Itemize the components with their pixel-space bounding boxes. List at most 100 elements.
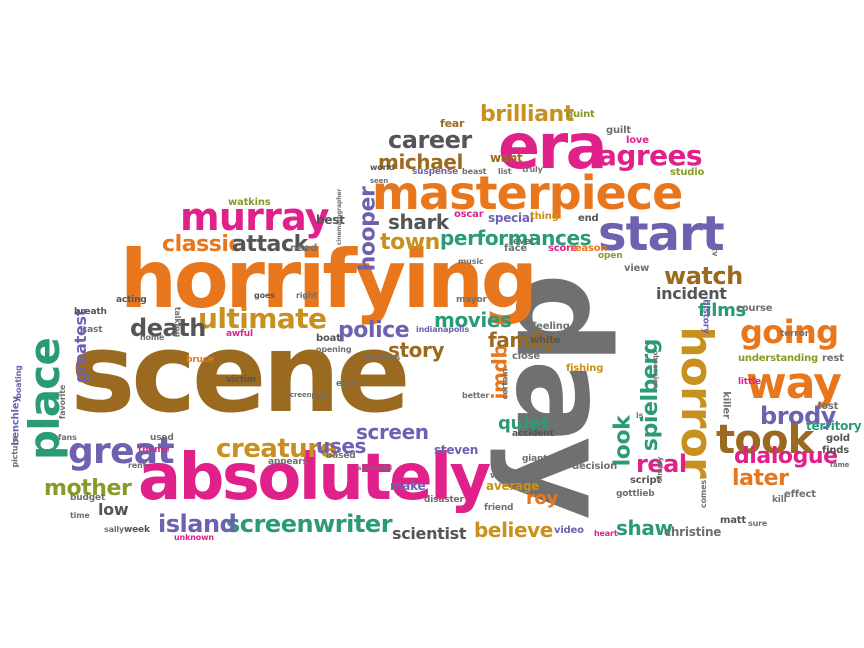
word-music: music	[458, 257, 484, 266]
word-certain: certain	[500, 368, 510, 400]
word-simply: simply	[656, 457, 664, 482]
word-based: based	[326, 451, 356, 461]
word-shark: shark	[388, 210, 449, 234]
word-christine: christine	[664, 525, 722, 539]
word-list: list	[498, 167, 512, 176]
word-killer: killer	[720, 391, 732, 419]
word-dialogue: dialogue	[734, 444, 838, 469]
word-way: way	[746, 358, 842, 409]
word-cinematographer: cinematographer	[336, 188, 344, 246]
word-shaw: shaw	[616, 516, 673, 540]
word-films: films	[698, 300, 746, 321]
word-successful: successful	[358, 465, 392, 472]
word-acting: acting	[116, 295, 147, 305]
word-later: later	[732, 466, 789, 491]
word-career: career	[388, 126, 472, 154]
word-view: view	[624, 263, 650, 274]
word-make: make	[390, 479, 426, 493]
word-hooper: hooper	[355, 186, 381, 272]
word-took: took	[716, 417, 814, 463]
word-breath: breath	[74, 307, 107, 317]
word-attack: attack	[232, 232, 308, 257]
word-scientist: scientist	[392, 524, 467, 543]
word-indianapolis: indianapolis	[416, 325, 469, 334]
word-comes: comes	[698, 480, 708, 508]
word-mother: mother	[44, 476, 132, 501]
word-white: white	[530, 335, 561, 346]
word-course: course	[736, 303, 773, 314]
word-budget: budget	[70, 493, 106, 503]
word-scene: scene	[70, 309, 411, 437]
word-average: average	[486, 479, 540, 493]
word-gottlieb: gottlieb	[616, 489, 655, 499]
word-picture: picture	[10, 436, 20, 468]
word-close: close	[512, 351, 540, 362]
word-home: home	[140, 333, 165, 342]
word-island: island	[158, 510, 237, 538]
word-thing: thing	[530, 211, 559, 222]
word-police: police	[338, 318, 410, 343]
word-era: era	[498, 110, 608, 183]
word-kill: kill	[772, 495, 787, 505]
word-suspense: suspense	[412, 167, 459, 177]
word-oscar: oscar	[454, 209, 484, 220]
word-quiet: quiet	[498, 413, 549, 434]
word-unknown: unknown	[174, 533, 214, 542]
word-uses: uses	[316, 434, 367, 458]
word-right: right	[296, 291, 318, 300]
word-beast: beast	[462, 167, 487, 176]
word-accident: accident	[512, 429, 554, 439]
word-time: time	[70, 511, 90, 520]
word-studio: studio	[670, 167, 705, 178]
word-is: is	[636, 411, 644, 420]
word-screenwriter: screenwriter	[226, 510, 393, 538]
word-low: low	[98, 500, 129, 519]
word-real: real	[636, 450, 687, 478]
word-agrees: agrees	[598, 139, 703, 172]
word-horrifying: horrifying	[120, 233, 538, 326]
word-want: want	[490, 151, 523, 165]
word-talking: talking	[173, 306, 183, 338]
word-tv: tv	[710, 247, 720, 257]
word-going: going	[740, 313, 839, 351]
word-classic: classic	[162, 232, 242, 257]
word-cast: cast	[82, 325, 103, 335]
word-week: week	[124, 525, 150, 535]
word-best: best	[316, 213, 345, 227]
word-special: special	[488, 211, 534, 225]
word-face: face	[504, 243, 528, 254]
word-matt: matt	[720, 515, 746, 526]
word-look: look	[610, 415, 636, 467]
word-performances: performances	[440, 226, 592, 250]
word-story: story	[388, 338, 445, 362]
word-ultimate: ultimate	[198, 302, 327, 335]
word-eyes: eyes	[336, 379, 359, 389]
word-heart: heart	[594, 529, 618, 538]
word-brody: brody	[760, 402, 836, 430]
word-seen: seen	[370, 177, 389, 185]
word-great: great	[68, 431, 175, 472]
word-script: script	[630, 475, 661, 486]
word-obsession: obsession	[651, 350, 660, 389]
word-steven: steven	[434, 443, 479, 457]
word-victim: victim	[226, 375, 256, 385]
word-incident: incident	[656, 284, 727, 303]
word-bruce: bruce	[186, 355, 214, 365]
word-theme: theme	[138, 445, 170, 455]
word-creature: creature	[216, 434, 337, 464]
word-open: open	[598, 251, 623, 261]
word-understanding: understanding	[738, 353, 818, 364]
word-town: town	[380, 230, 440, 255]
word-murray: murray	[180, 195, 330, 239]
word-beaches: beaches	[364, 353, 401, 362]
word-finds: finds	[822, 445, 850, 456]
word-screen: screen	[356, 420, 429, 444]
word-boating: boating	[13, 365, 23, 399]
word-family: family	[488, 328, 556, 352]
word-effect: effect	[784, 489, 816, 500]
word-start: start	[598, 206, 725, 262]
word-guilt: guilt	[606, 125, 631, 136]
word-greatest: greatest	[71, 308, 91, 384]
word-friend: friend	[484, 503, 514, 513]
